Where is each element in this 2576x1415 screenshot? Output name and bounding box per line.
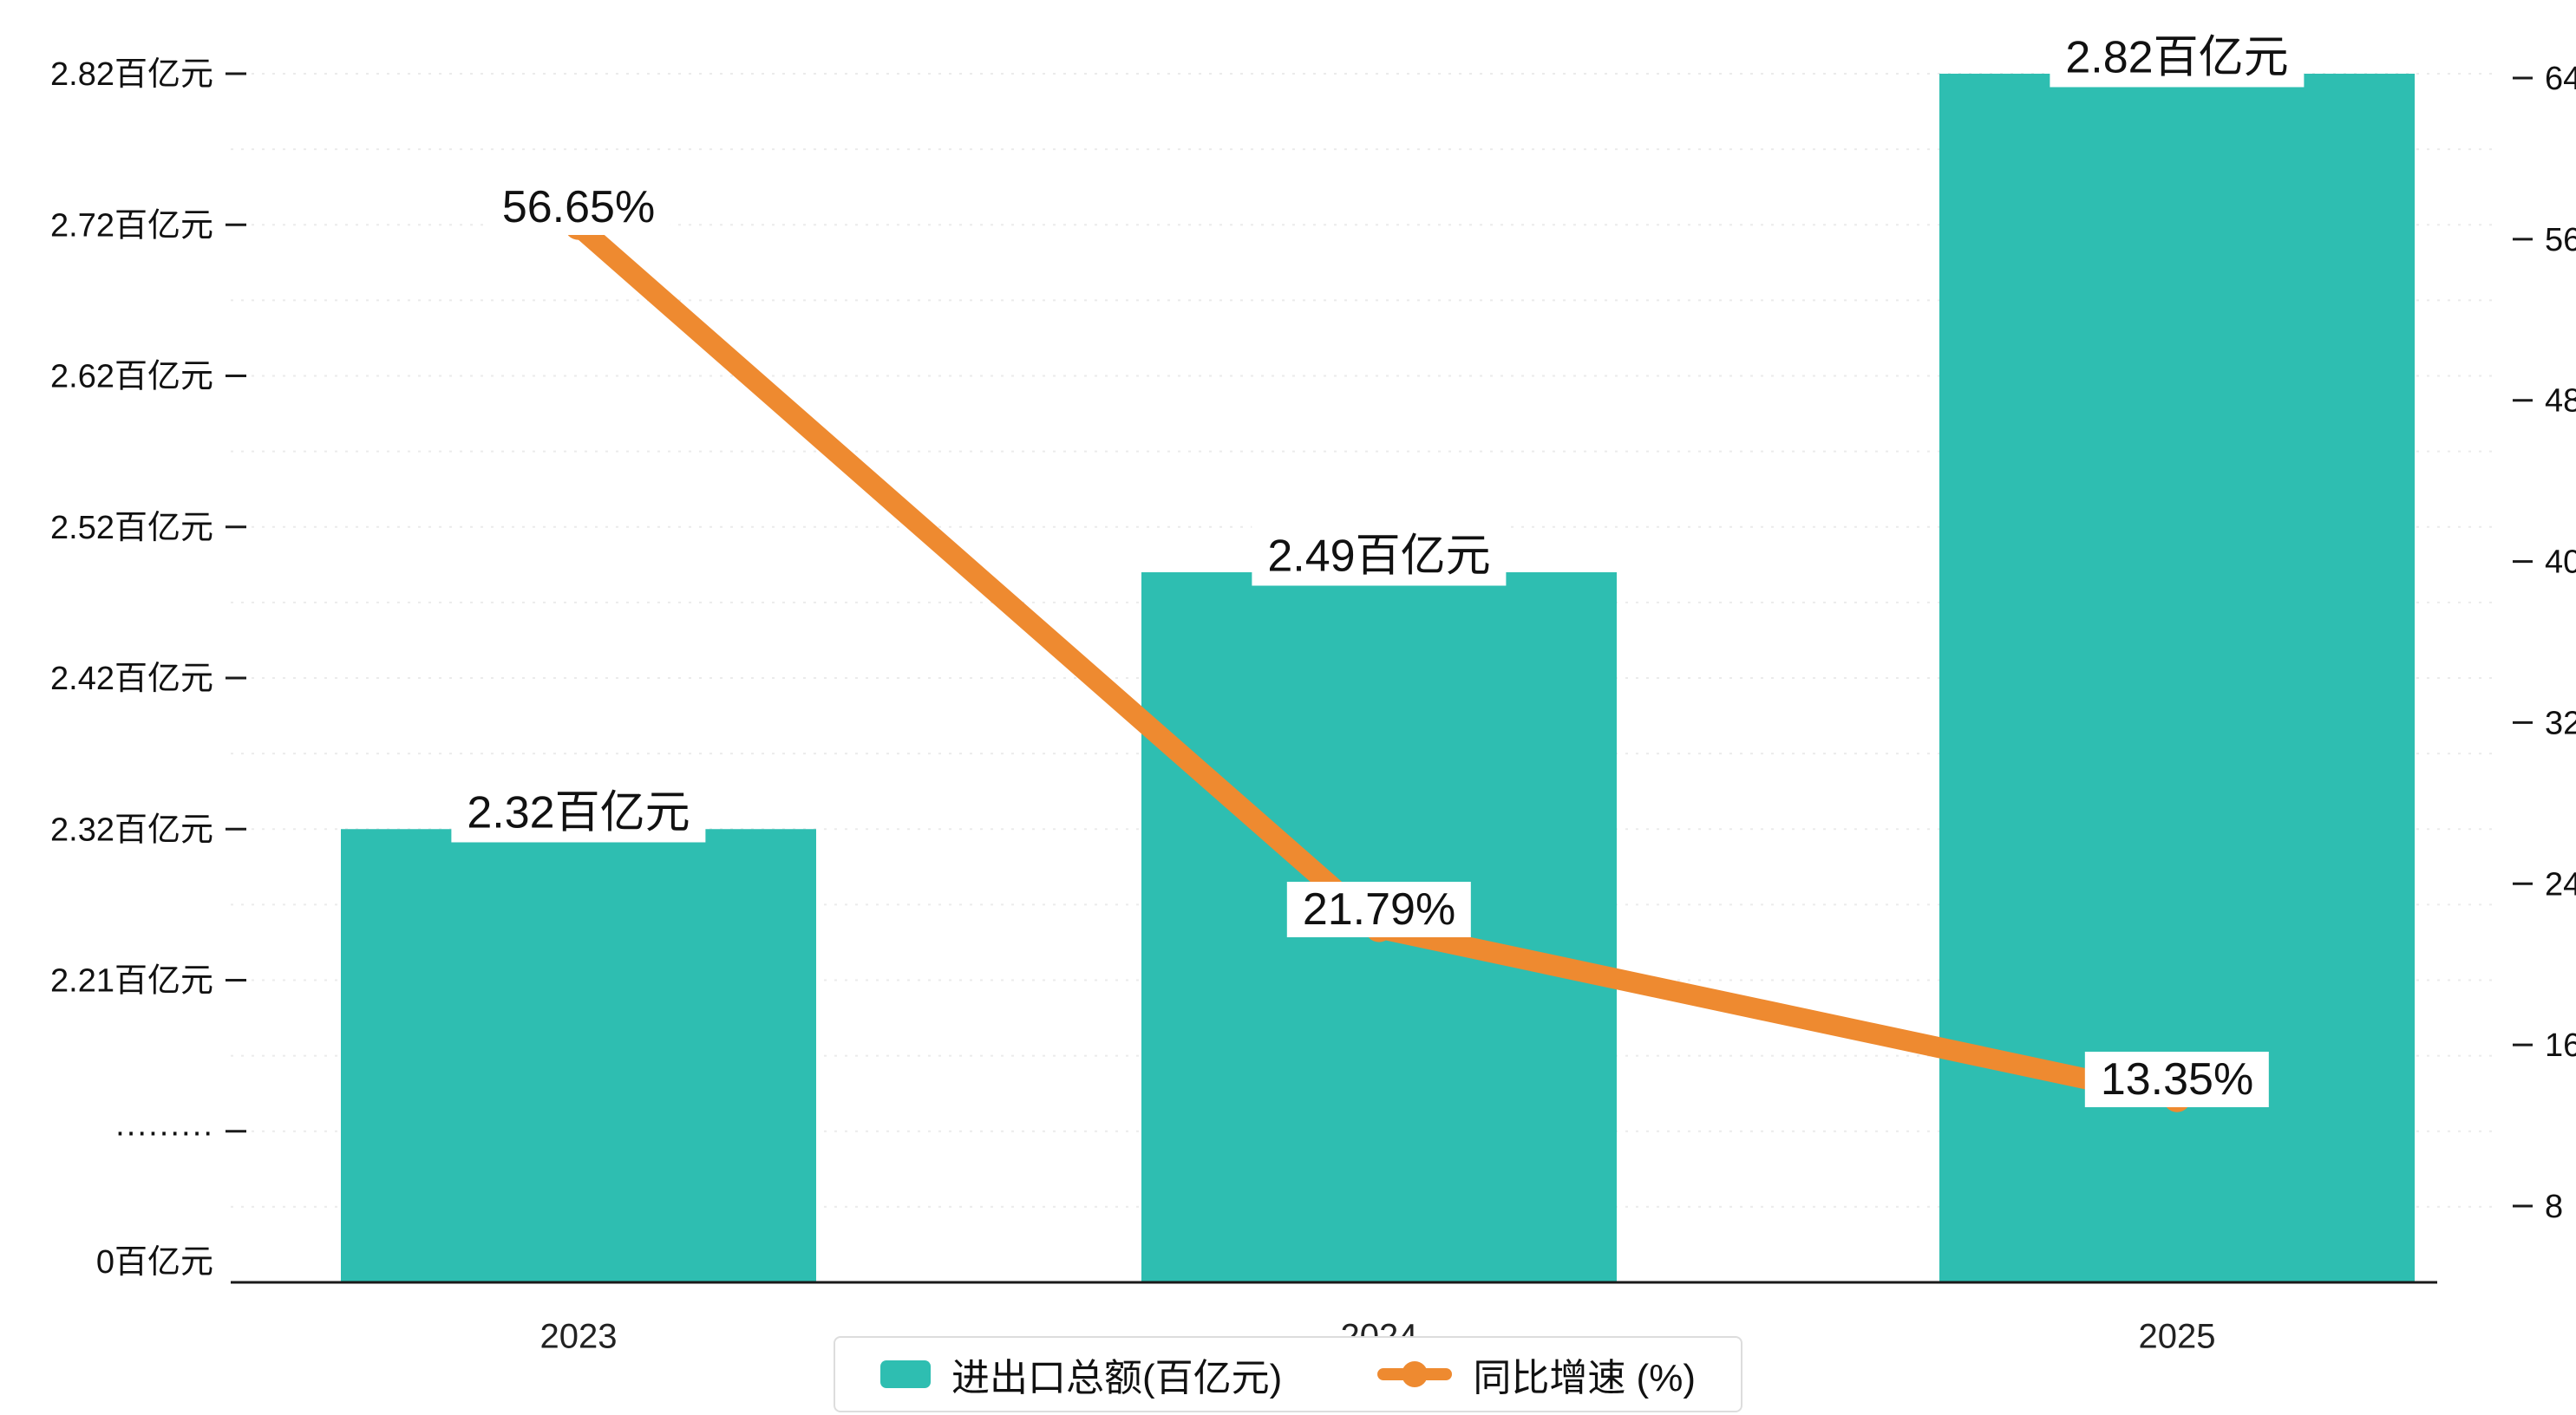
left-axis-label-8: 0百亿元 — [96, 1244, 213, 1281]
right-axis-label-0: 64 — [2545, 61, 2576, 97]
legend-bar-label: 进出口总额(百亿元) — [951, 1357, 1283, 1399]
right-axis-label-6: 16 — [2545, 1027, 2576, 1064]
legend-line-label: 同比增速 (%) — [1473, 1357, 1696, 1399]
legend-item-line[interactable]: 同比增速 (%) — [1377, 1347, 1696, 1402]
right-axis-label-5: 24 — [2545, 866, 2576, 903]
left-axis-label-3: 2.52百亿元 — [50, 510, 213, 546]
left-axis-label-2: 2.62百亿元 — [50, 359, 213, 395]
right-axis-label-7: 8 — [2545, 1189, 2563, 1225]
bar-2023[interactable] — [341, 829, 816, 1282]
right-axis-label-2: 48 — [2545, 383, 2576, 420]
line-point-2024[interactable] — [1365, 914, 1393, 942]
right-axis-label-4: 32 — [2545, 705, 2576, 741]
line-point-2025[interactable] — [2163, 1084, 2191, 1112]
line-point-2023[interactable] — [565, 212, 592, 240]
line-series-swatch-icon — [1377, 1361, 1453, 1387]
right-axis-label-3: 40 — [2545, 544, 2576, 581]
legend: 进出口总额(百亿元) 同比增速 (%) — [834, 1336, 1742, 1412]
left-axis-label-1: 2.72百亿元 — [50, 207, 213, 244]
legend-item-bar[interactable]: 进出口总额(百亿元) — [880, 1347, 1282, 1402]
left-axis-label-7: ········· — [114, 1114, 213, 1151]
left-axis-label-4: 2.42百亿元 — [50, 661, 213, 697]
left-axis-label-5: 2.32百亿元 — [50, 812, 213, 848]
bar-series-swatch-icon — [880, 1360, 932, 1388]
right-axis-label-1: 56 — [2545, 222, 2576, 258]
line-marker-icon — [1402, 1361, 1429, 1387]
left-axis-label-6: 2.21百亿元 — [50, 963, 213, 1000]
left-axis-label-0: 2.82百亿元 — [50, 56, 213, 93]
